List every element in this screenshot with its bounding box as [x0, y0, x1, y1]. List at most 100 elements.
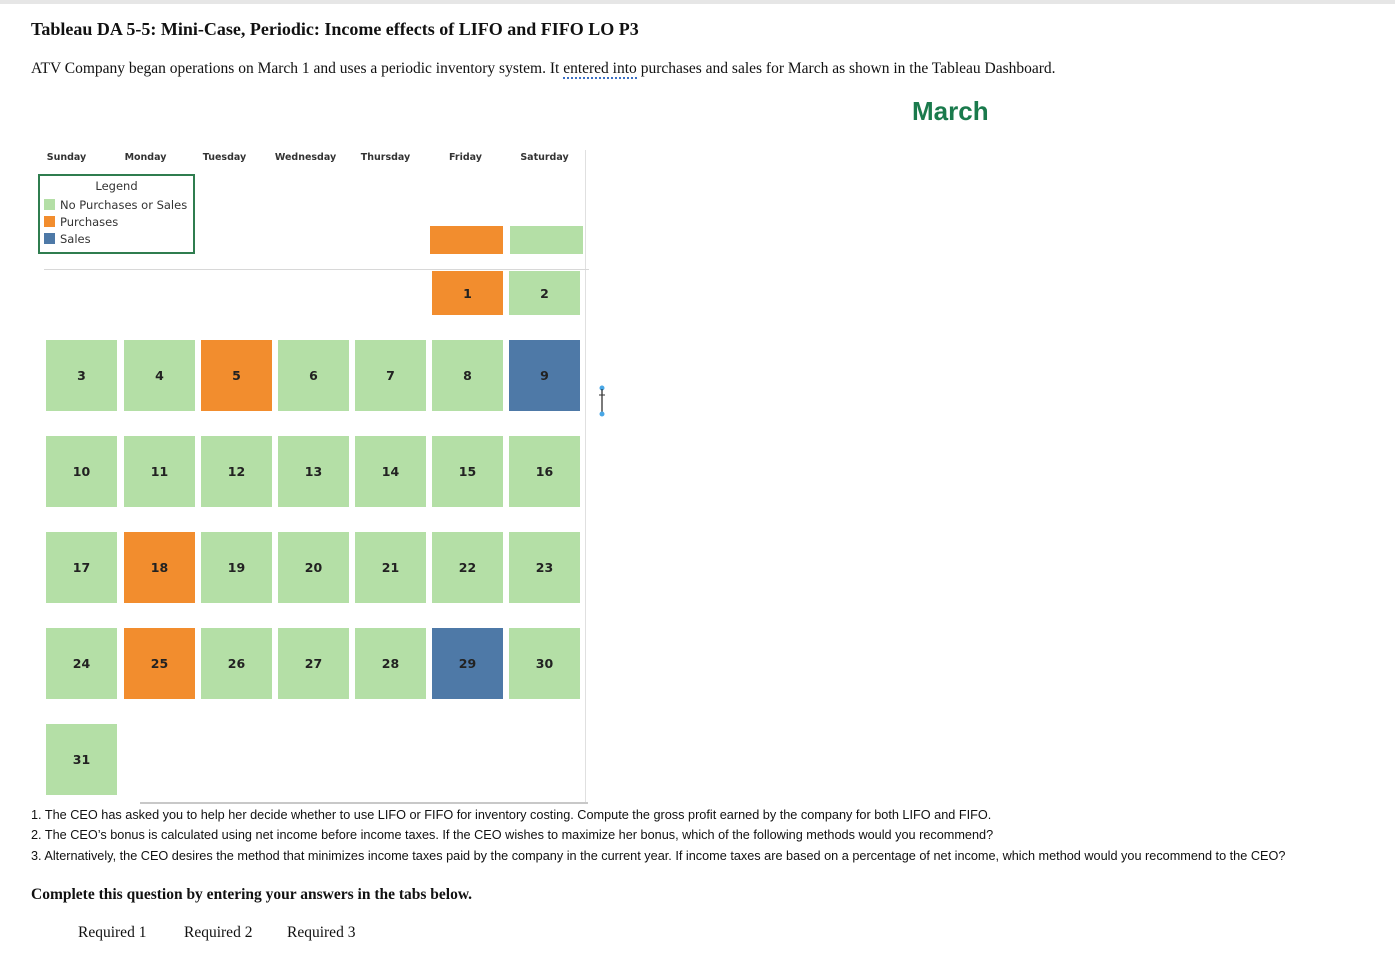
day-number: 31: [72, 752, 91, 767]
legend-swatch-green: [44, 199, 55, 210]
tab-required-1[interactable]: Required 1: [78, 924, 147, 941]
day-number: 3: [77, 368, 86, 383]
calendar-day-7[interactable]: 7: [355, 340, 426, 411]
calendar-day-17[interactable]: 17: [46, 532, 117, 603]
calendar-day-12[interactable]: 12: [201, 436, 272, 507]
question-1: 1. The CEO has asked you to help her dec…: [31, 808, 992, 822]
legend-label: Sales: [60, 231, 91, 246]
day-number: 12: [227, 464, 246, 479]
day-number: 15: [458, 464, 477, 479]
legend-item-sales[interactable]: Sales: [44, 231, 91, 246]
glossary-link[interactable]: entered into: [563, 60, 637, 79]
calendar-top-border: [44, 269, 589, 270]
tableau-dashboard: Legend No Purchases or Sales Purchases S…: [38, 148, 589, 804]
calendar-day-24[interactable]: 24: [46, 628, 117, 699]
legend-swatch-blue: [44, 233, 55, 244]
dashboard-right-border: [585, 150, 586, 802]
day-number: 21: [381, 560, 400, 575]
day-number: 17: [72, 560, 91, 575]
day-number: 24: [72, 656, 91, 671]
calendar-day-10[interactable]: 10: [46, 436, 117, 507]
legend-label: No Purchases or Sales: [60, 197, 188, 212]
top-border: [0, 0, 1395, 4]
day-number: 5: [232, 368, 241, 383]
calendar-day-25[interactable]: 25: [124, 628, 195, 699]
calendar-day-2[interactable]: 2: [509, 271, 580, 315]
day-number: 16: [535, 464, 554, 479]
dashboard-month-title: March: [912, 96, 989, 126]
calendar-day-29[interactable]: 29: [432, 628, 503, 699]
day-number: 30: [535, 656, 554, 671]
day-number: 14: [381, 464, 400, 479]
day-number: 7: [386, 368, 395, 383]
tab-required-2[interactable]: Required 2: [184, 924, 253, 941]
calendar-day-3[interactable]: 3: [46, 340, 117, 411]
calendar-day-8[interactable]: 8: [432, 340, 503, 411]
calendar-day-1[interactable]: 1: [432, 271, 503, 315]
legend-item-purchases[interactable]: Purchases: [44, 214, 118, 229]
filter-tile-purchase[interactable]: [430, 226, 503, 254]
day-number: 27: [304, 656, 323, 671]
calendar-day-31[interactable]: 31: [46, 724, 117, 795]
calendar-day-14[interactable]: 14: [355, 436, 426, 507]
calendar-day-5[interactable]: 5: [201, 340, 272, 411]
legend-title: Legend: [95, 179, 138, 193]
instructions: Complete this question by entering your …: [31, 886, 473, 903]
day-number: 10: [72, 464, 91, 479]
day-number: 13: [304, 464, 323, 479]
question-3: 3. Alternatively, the CEO desires the me…: [31, 849, 1286, 863]
calendar-day-23[interactable]: 23: [509, 532, 580, 603]
day-number: 22: [458, 560, 477, 575]
weekday-header-friday: Friday: [449, 152, 482, 163]
weekday-header-wednesday: Wednesday: [274, 152, 337, 163]
calendar-day-6[interactable]: 6: [278, 340, 349, 411]
calendar-day-22[interactable]: 22: [432, 532, 503, 603]
calendar-day-30[interactable]: 30: [509, 628, 580, 699]
intro-after: purchases and sales for March as shown i…: [636, 60, 1056, 77]
calendar-day-21[interactable]: 21: [355, 532, 426, 603]
calendar-day-16[interactable]: 16: [509, 436, 580, 507]
day-number: 28: [381, 656, 400, 671]
day-number: 4: [155, 368, 164, 383]
calendar-day-11[interactable]: 11: [124, 436, 195, 507]
calendar-day-19[interactable]: 19: [201, 532, 272, 603]
day-number: 18: [150, 560, 169, 575]
calendar-day-4[interactable]: 4: [124, 340, 195, 411]
legend-item-no-activity[interactable]: No Purchases or Sales: [44, 197, 187, 212]
day-number: 8: [463, 368, 472, 383]
weekday-header-monday: Monday: [124, 152, 167, 163]
day-number: 11: [150, 464, 169, 479]
calendar-bottom-border: [140, 802, 588, 804]
day-number: 20: [304, 560, 323, 575]
intro-before: ATV Company began operations on March 1 …: [31, 60, 564, 77]
day-number: 2: [540, 285, 549, 301]
legend-label: Purchases: [60, 214, 119, 229]
calendar-day-28[interactable]: 28: [355, 628, 426, 699]
filter-tile-none[interactable]: [510, 226, 583, 254]
calendar-day-9[interactable]: 9: [509, 340, 580, 411]
day-number: 29: [458, 656, 477, 671]
text-cursor-icon: [599, 385, 605, 417]
day-number: 26: [227, 656, 246, 671]
weekday-header-saturday: Saturday: [520, 152, 569, 163]
legend-swatch-orange: [44, 216, 55, 227]
weekday-header-tuesday: Tuesday: [202, 152, 247, 163]
day-number: 6: [309, 368, 318, 383]
page-title: Tableau DA 5-5: Mini-Case, Periodic: Inc…: [31, 19, 639, 39]
day-number: 19: [227, 560, 246, 575]
calendar-day-20[interactable]: 20: [278, 532, 349, 603]
calendar-day-18[interactable]: 18: [124, 532, 195, 603]
tab-required-3[interactable]: Required 3: [287, 924, 356, 941]
day-number: 1: [463, 285, 472, 301]
question-2: 2. The CEO’s bonus is calculated using n…: [31, 828, 994, 842]
intro-text: ATV Company began operations on March 1 …: [31, 60, 1056, 79]
calendar-day-26[interactable]: 26: [201, 628, 272, 699]
weekday-header-sunday: Sunday: [46, 152, 87, 163]
calendar-day-13[interactable]: 13: [278, 436, 349, 507]
calendar-day-27[interactable]: 27: [278, 628, 349, 699]
day-number: 25: [150, 656, 169, 671]
legend: Legend No Purchases or Sales Purchases S…: [38, 174, 195, 254]
calendar-day-15[interactable]: 15: [432, 436, 503, 507]
weekday-header-thursday: Thursday: [360, 152, 411, 163]
day-number: 9: [540, 368, 549, 383]
